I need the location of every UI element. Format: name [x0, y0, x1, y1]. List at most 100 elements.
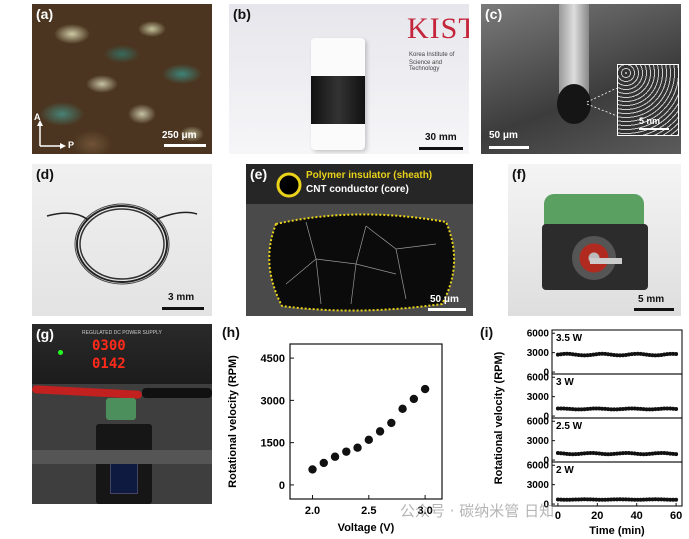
chart-i-point — [606, 497, 611, 502]
legend-core-text: CNT conductor (core) — [306, 184, 409, 195]
chart-i-point — [576, 352, 581, 357]
chart-i-point — [597, 406, 602, 411]
chart-i-point — [629, 352, 634, 357]
chart-i-point — [641, 352, 646, 357]
chart-h-xlabel: Voltage (V) — [338, 522, 395, 534]
chart-i-point — [573, 452, 578, 457]
chart-i-point — [555, 497, 560, 502]
chart-i-point — [570, 352, 575, 357]
bench-rail — [32, 450, 212, 464]
chart-i-point — [588, 450, 593, 455]
psu-voltage-readout: 0300 — [92, 338, 126, 354]
chart-i-point — [582, 451, 587, 456]
chart-i-point — [665, 406, 670, 411]
chart-h-point — [353, 443, 362, 452]
chart-i-point — [570, 452, 575, 457]
chart-i-ytick-label: 6000 — [527, 417, 550, 428]
chart-i-point — [594, 352, 599, 357]
chart-i-point — [567, 497, 572, 502]
chart-i-series-label: 2 W — [556, 465, 574, 476]
chart-i-ytick-label: 6000 — [527, 373, 550, 384]
chart-i-point — [594, 497, 599, 502]
chart-i-point — [653, 497, 658, 502]
panel-g-label: (g) — [36, 326, 54, 342]
inset-scalebar — [639, 128, 669, 130]
panel-f-label: (f) — [512, 166, 526, 182]
chart-i-point — [668, 451, 673, 456]
chart-h-ytick-label: 1500 — [261, 438, 285, 450]
panel-b-scale-text: 30 mm — [425, 132, 457, 143]
chart-i-point — [561, 351, 566, 356]
chart-h-point — [342, 447, 351, 456]
chart-i-point — [623, 450, 628, 455]
chart-h-point — [364, 435, 374, 445]
motor-top-pcb — [544, 194, 644, 228]
panel-a-image: (a) A P 250 μm — [32, 4, 212, 154]
chart-i-point — [576, 407, 581, 412]
chart-i-point — [573, 497, 578, 502]
chart-h-frame — [289, 343, 443, 500]
chart-h-ytick-label: 4500 — [261, 353, 285, 365]
chart-i-subplot-frame — [551, 461, 683, 507]
chart-i-ytick-label: 0 — [543, 456, 549, 467]
motor-under-test — [106, 398, 136, 420]
chart-i-point — [650, 497, 655, 502]
chart-i-point — [615, 353, 619, 358]
inset-tem-image — [617, 64, 679, 136]
panel-f-scale-text: 5 mm — [638, 294, 665, 305]
chart-i-point — [659, 406, 664, 411]
chart-i-point — [567, 351, 572, 356]
chart-h-point — [387, 418, 396, 428]
chart-i-point — [626, 352, 631, 357]
chart-i-point — [641, 452, 646, 457]
panel-c-image: (c) 5 nm 50 μm — [481, 4, 681, 154]
chart-i-point — [617, 451, 622, 456]
chart-i-point — [632, 451, 637, 456]
panel-b-scalebar — [419, 147, 463, 150]
chart-i-point — [591, 497, 596, 502]
chart-i-point — [638, 351, 643, 356]
chart-i-point — [629, 406, 634, 411]
chart-i-point — [603, 497, 608, 502]
chart-i-point — [588, 406, 593, 411]
coiled-fiber — [46, 203, 198, 285]
chart-i-ytick-label: 0 — [543, 412, 549, 423]
chart-i-point — [579, 407, 584, 412]
chart-i-ytick-label: 0 — [543, 368, 549, 379]
chart-i-point — [635, 497, 640, 502]
inset-scale-text: 5 nm — [639, 116, 661, 126]
chart-i-point — [561, 497, 566, 502]
chart-i-point — [662, 451, 667, 456]
panel-d-image: (d) 3 mm — [32, 164, 212, 316]
chart-i-point — [582, 497, 587, 502]
chart-i-point — [597, 351, 602, 356]
chart-i-point — [570, 497, 575, 502]
chart-i-point — [671, 451, 676, 456]
chart-i-point — [617, 407, 622, 412]
chart-i-point — [600, 451, 605, 456]
chart-i-point — [653, 451, 658, 456]
panel-e-scale-text: 50 μm — [430, 294, 459, 305]
chart-i-point — [567, 452, 572, 457]
chart-i-ytick-label: 3000 — [527, 348, 550, 359]
kist-caption-2: Science and Technology — [409, 60, 443, 72]
chart-i-point — [662, 497, 667, 502]
axis-p-label: P — [68, 140, 75, 150]
chart-i-point — [626, 406, 631, 411]
chart-i-point — [573, 407, 578, 412]
chart-i-ytick-label: 3000 — [527, 436, 550, 447]
chart-i-point — [564, 406, 569, 411]
axis-a-label: A — [34, 112, 41, 122]
panel-c-scale-text: 50 μm — [489, 130, 518, 141]
chart-i-point — [615, 407, 619, 412]
chart-i-point — [609, 407, 614, 412]
chart-i-point — [650, 407, 655, 412]
panel-a-scale-text: 250 μm — [162, 130, 197, 141]
psu-title: REGULATED DC POWER SUPPLY — [82, 330, 162, 336]
chart-i-point — [632, 497, 637, 502]
panel-f-scalebar — [634, 308, 674, 311]
chart-i-point — [638, 497, 643, 502]
chart-i-point — [612, 407, 617, 412]
chart-i-point — [620, 406, 625, 411]
chart-i-point — [558, 406, 563, 411]
